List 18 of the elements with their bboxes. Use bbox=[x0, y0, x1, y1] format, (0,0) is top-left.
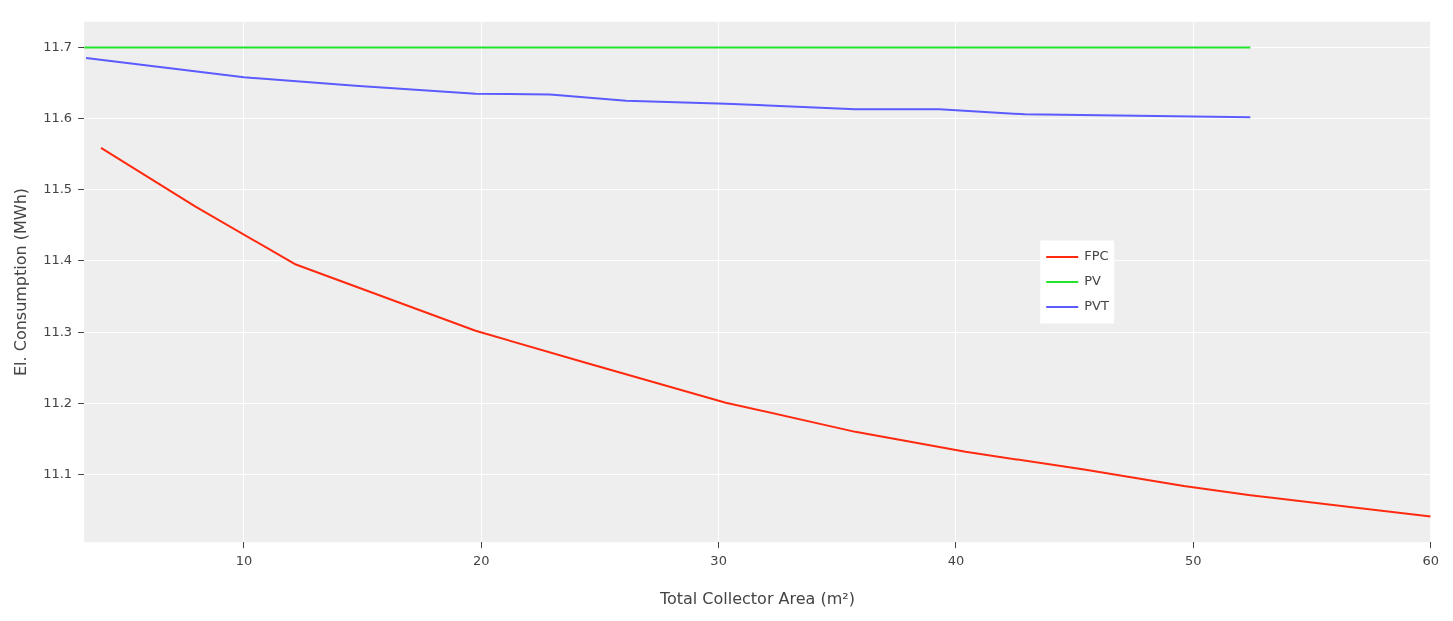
x-axis-title: Total Collector Area (m²) bbox=[658, 588, 855, 608]
y-tick-label: 11.1 bbox=[43, 465, 73, 481]
x-tick-label: 20 bbox=[472, 553, 490, 569]
y-axis-title: El. Consumption (MWh) bbox=[10, 187, 30, 377]
legend-label: PVT bbox=[1084, 298, 1109, 314]
x-tick-label: 40 bbox=[947, 553, 965, 569]
x-tick-label: 60 bbox=[1422, 553, 1439, 569]
legend-label: FPC bbox=[1084, 248, 1109, 264]
y-tick-label: 11.2 bbox=[43, 394, 73, 410]
y-tick-label: 11.7 bbox=[43, 38, 73, 54]
y-tick-label: 11.4 bbox=[43, 252, 73, 268]
y-tick-label: 11.6 bbox=[43, 109, 73, 125]
x-tick-label: 50 bbox=[1185, 553, 1202, 569]
y-tick-label: 11.3 bbox=[43, 323, 73, 339]
x-tick-label: 10 bbox=[235, 553, 253, 569]
legend-label: PV bbox=[1084, 273, 1102, 289]
y-tick-label: 11.5 bbox=[43, 181, 73, 197]
x-tick-label: 30 bbox=[710, 553, 727, 569]
